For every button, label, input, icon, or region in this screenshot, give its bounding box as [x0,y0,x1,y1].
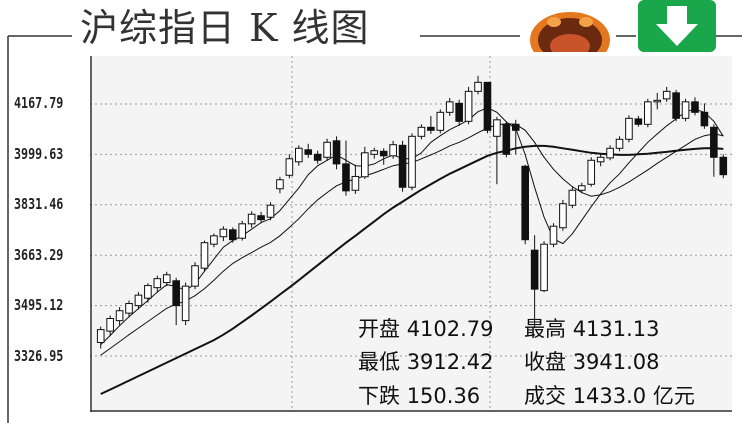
chart-title: 沪综指日 K 线图 [72,2,378,54]
candle-body [398,144,407,188]
info-close: 收盘 3941.08 [524,346,660,376]
candle-body [342,163,350,192]
candle-body [200,242,209,269]
info-open: 开盘 4102.79 [358,313,494,343]
candle-body [115,310,124,322]
candle-body [493,119,501,137]
change-label: 下跌 [358,384,400,408]
high-value: 4131.13 [572,317,660,341]
candle-body [511,123,520,131]
candle-body [257,215,265,221]
info-volume: 成交 1433.0 亿元 [524,380,695,410]
candle-body [540,243,548,292]
candle-body [568,189,577,206]
candle-body [445,101,454,113]
candle-body [436,111,445,131]
candle-body [417,126,426,137]
candle-body [700,111,709,127]
face-mascot-icon [530,12,610,52]
candle-body [238,223,247,239]
candle-body [644,101,652,125]
candle-body [181,285,190,322]
candle-body [228,229,237,241]
candle-body [379,150,388,157]
down-button[interactable] [638,0,716,52]
candle-body [125,303,133,314]
candle-body [483,81,492,131]
candle-body [455,102,463,122]
candle-body [653,99,662,103]
candle-body [530,249,539,290]
volume-value: 1433.0 亿元 [572,384,695,408]
candle-body [464,90,473,122]
candle-body [332,140,341,165]
candle-body [210,235,218,245]
candle-body [634,118,643,125]
low-value: 3912.42 [406,350,494,374]
candle-body [559,203,567,229]
open-label: 开盘 [358,317,400,341]
candle-body [606,147,614,159]
info-low: 最低 3912.42 [358,346,494,376]
candle-body [96,329,105,343]
candle-body [153,278,162,289]
candle-body [577,185,586,191]
candle-body [219,228,228,238]
candle-body [266,204,275,218]
candle-body [625,117,633,140]
candle-body [587,159,596,185]
open-value: 4102.79 [406,317,494,341]
candle-body [521,165,529,241]
candle-body [502,123,511,155]
candle-body [106,318,114,332]
close-label: 收盘 [524,350,566,374]
candle-body [313,153,322,161]
candle-body [285,158,294,176]
candle-body [144,285,152,299]
y-tick-label: 3495.12 [14,296,64,314]
y-tick-label: 3831.46 [14,195,64,213]
candle-body [389,144,397,157]
candle-body [247,213,256,225]
down-arrow-icon [656,6,698,46]
candle-body [370,150,379,155]
candle-body [276,179,284,190]
volume-label: 成交 [524,384,566,408]
candle-body [361,152,369,178]
change-value: 150.36 [406,384,481,408]
close-value: 3941.08 [572,350,660,374]
candle-body [323,141,331,158]
candle-body [681,101,690,119]
candle-body [162,274,171,284]
candle-body [408,135,416,188]
plot-background [90,56,732,412]
candle-body [691,101,699,113]
candle-body [172,280,180,307]
candle-body [662,90,671,100]
candle-body [427,126,435,131]
candle-body [191,265,199,287]
candle-body [295,147,303,163]
candle-body [474,81,482,92]
candle-body [549,225,558,245]
candle-body [719,156,728,176]
candle-body [672,92,680,119]
candle-body [615,138,624,149]
y-tick-label: 3663.29 [14,246,64,264]
ma-long-line [100,144,724,395]
candle-body [710,126,718,158]
low-label: 最低 [358,350,400,374]
high-label: 最高 [524,317,566,341]
candle-body [134,294,143,307]
candle-body [351,175,360,191]
info-high: 最高 4131.13 [524,313,660,343]
y-tick-label: 3999.63 [14,145,64,163]
y-tick-label: 3326.95 [14,347,64,365]
candlestick-plot [90,56,732,412]
candle-body [304,149,313,155]
info-change: 下跌 150.36 [358,380,480,410]
y-tick-label: 4167.79 [14,94,64,112]
candle-body [596,156,605,163]
